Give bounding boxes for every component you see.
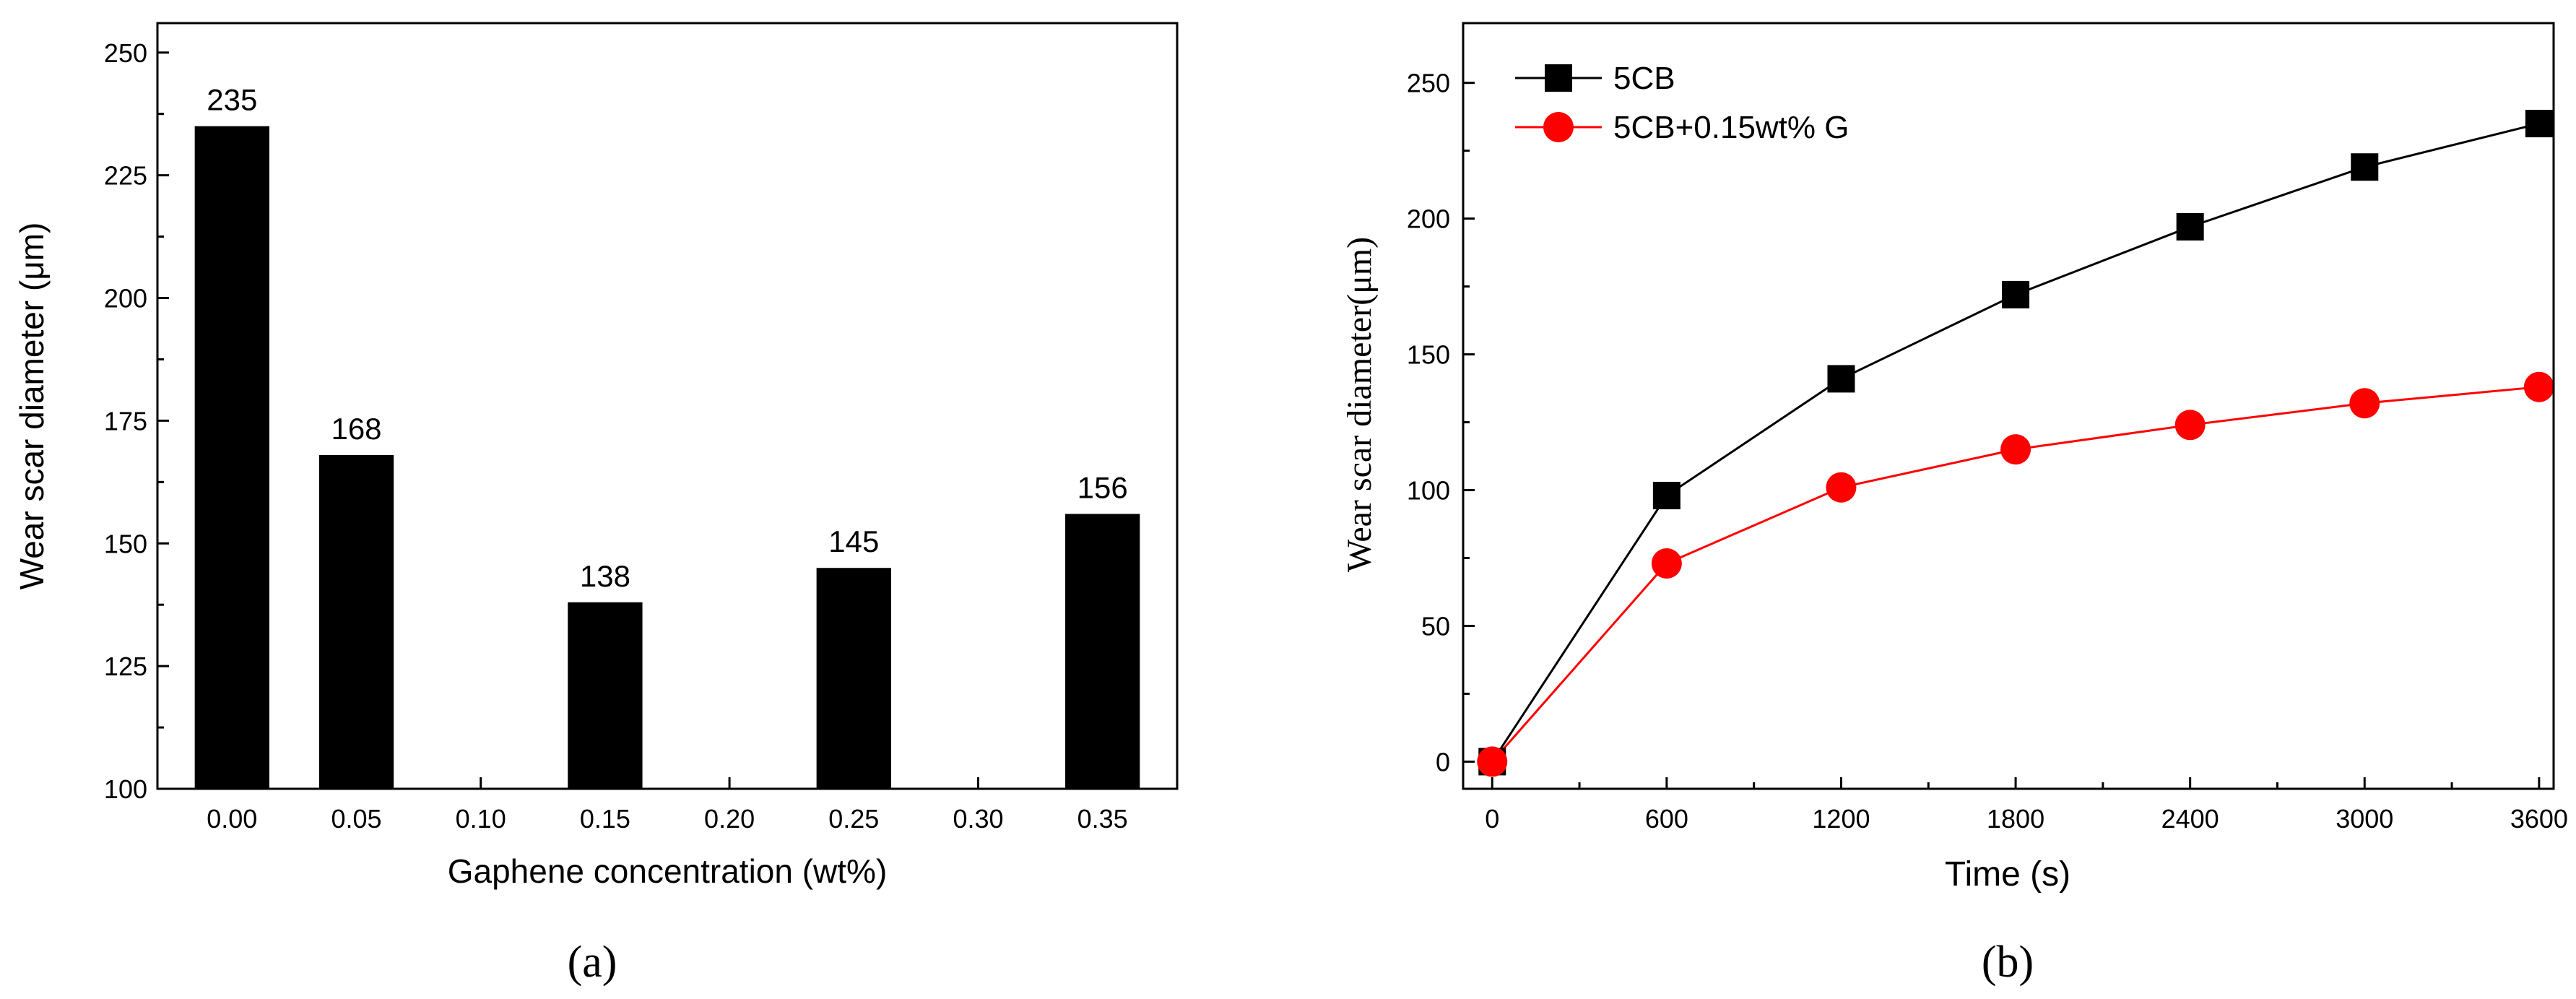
panel-b-point-5cb-graphene-0 (1477, 746, 1508, 777)
panel-a-y-tick-label-150: 150 (104, 529, 147, 558)
panel-a-bar-value-0.35: 156 (1077, 470, 1128, 504)
panel-b-point-5cb-600 (1652, 482, 1681, 510)
panel-b-x-tick-label-0: 0 (1485, 804, 1499, 834)
panel-a-bar-value-0.05: 168 (331, 412, 381, 446)
panel-b-point-5cb-graphene-1800 (2000, 434, 2031, 465)
panel-a-y-tick-label-250: 250 (104, 38, 147, 68)
panel-b-line-chart: 0 50 100 150 200 250 0 600 1200 1800 2400 3000 3600… (1340, 22, 2568, 987)
panel-b-y-tick-label-150: 150 (1407, 340, 1450, 370)
panel-a-x-tick-label-0.00: 0.00 (207, 804, 257, 834)
panel-b-legend-marker-5cb-graphene (1543, 112, 1574, 142)
panel-a-y-tick-label-175: 175 (104, 406, 147, 436)
panel-b-point-5cb-graphene-600 (1651, 548, 1682, 579)
panel-b-x-tick-label-3000: 3000 (2336, 804, 2393, 834)
panel-b-point-5cb-2400 (2176, 212, 2204, 241)
panel-b-point-5cb-1800 (2002, 280, 2030, 308)
panel-b-point-5cb-graphene-1200 (1826, 472, 1857, 503)
panel-a-bar-0.05 (318, 454, 394, 789)
panel-b-legend: 5CB 5CB+0.15wt% G (1515, 61, 1849, 145)
panel-a-label: (a) (568, 938, 617, 987)
panel-a-x-tick-label-0.15: 0.15 (580, 804, 630, 834)
panel-b-y-axis-label: Wear scar diameter(μm) (1340, 237, 1379, 572)
panel-a-bar-0.25 (816, 568, 891, 789)
panel-b-legend-label-5cb: 5CB (1613, 61, 1675, 96)
panel-b-point-5cb-graphene-3000 (2349, 388, 2380, 419)
panel-b-point-5cb-graphene-2400 (2174, 410, 2206, 441)
panel-b-y-tick-label-0: 0 (1436, 747, 1450, 777)
panel-b-x-tick-label-3600: 3600 (2510, 804, 2568, 834)
panel-a-x-tick-label-0.30: 0.30 (953, 804, 1003, 834)
panel-b-plot-frame (1462, 22, 2555, 790)
panel-a-y-tick-label-125: 125 (104, 652, 147, 681)
panel-a-x-axis-label: Gaphene concentration (wt%) (448, 852, 888, 890)
panel-a-x-tick-label-0.20: 0.20 (704, 804, 755, 834)
panel-b-legend-marker-5cb (1545, 64, 1572, 92)
panel-a-x-tick-label-0.35: 0.35 (1077, 804, 1128, 834)
panel-b-legend-label-5cb-graphene: 5CB+0.15wt% G (1613, 110, 1849, 145)
panel-b-x-tick-label-600: 600 (1645, 804, 1688, 834)
panel-b-x-tick-label-1200: 1200 (1812, 804, 1870, 834)
panel-b-point-5cb-3600 (2525, 110, 2553, 138)
panel-a-y-tick-label-100: 100 (104, 774, 147, 804)
panel-a-bar-value-0.15: 138 (580, 559, 630, 593)
panel-a-bar-0.35 (1065, 514, 1140, 789)
panel-a-bar-value-0.00: 235 (207, 83, 257, 117)
panel-a-x-tick-label-0.25: 0.25 (828, 804, 879, 834)
panel-a-bar-chart: 235 168 138 145 156 100 125 150 175 200 225 250 0.… (13, 22, 1179, 987)
panel-a-bar-0.15 (568, 602, 643, 789)
panel-a-plot-frame (156, 22, 1179, 790)
panel-a-y-axis-label: Wear scar diameter (μm) (13, 222, 51, 590)
panel-b-y-tick-label-250: 250 (1407, 69, 1450, 98)
panel-b-point-5cb-3000 (2351, 153, 2379, 181)
panel-b-y-tick-label-100: 100 (1407, 476, 1450, 506)
panel-b-x-axis-label: Time (s) (1945, 855, 2070, 894)
panel-a-y-tick-label-225: 225 (104, 161, 147, 191)
panel-a-x-tick-label-0.05: 0.05 (331, 804, 381, 834)
panel-b-x-tick-label-2400: 2400 (2161, 804, 2219, 834)
panel-a-bar-0.00 (194, 126, 269, 789)
panel-b-point-5cb-1200 (1827, 365, 1855, 393)
panel-b-point-5cb-graphene-3600 (2523, 371, 2554, 402)
panel-b-y-tick-label-200: 200 (1407, 204, 1450, 234)
panel-a-x-tick-label-0.10: 0.10 (456, 804, 506, 834)
panel-a-bar-value-0.25: 145 (828, 524, 879, 558)
panel-b-label: (b) (1982, 938, 2034, 987)
panel-b-x-tick-label-1800: 1800 (1987, 804, 2044, 834)
panel-a-y-tick-label-200: 200 (104, 284, 147, 313)
panel-b-y-tick-label-50: 50 (1421, 611, 1450, 641)
